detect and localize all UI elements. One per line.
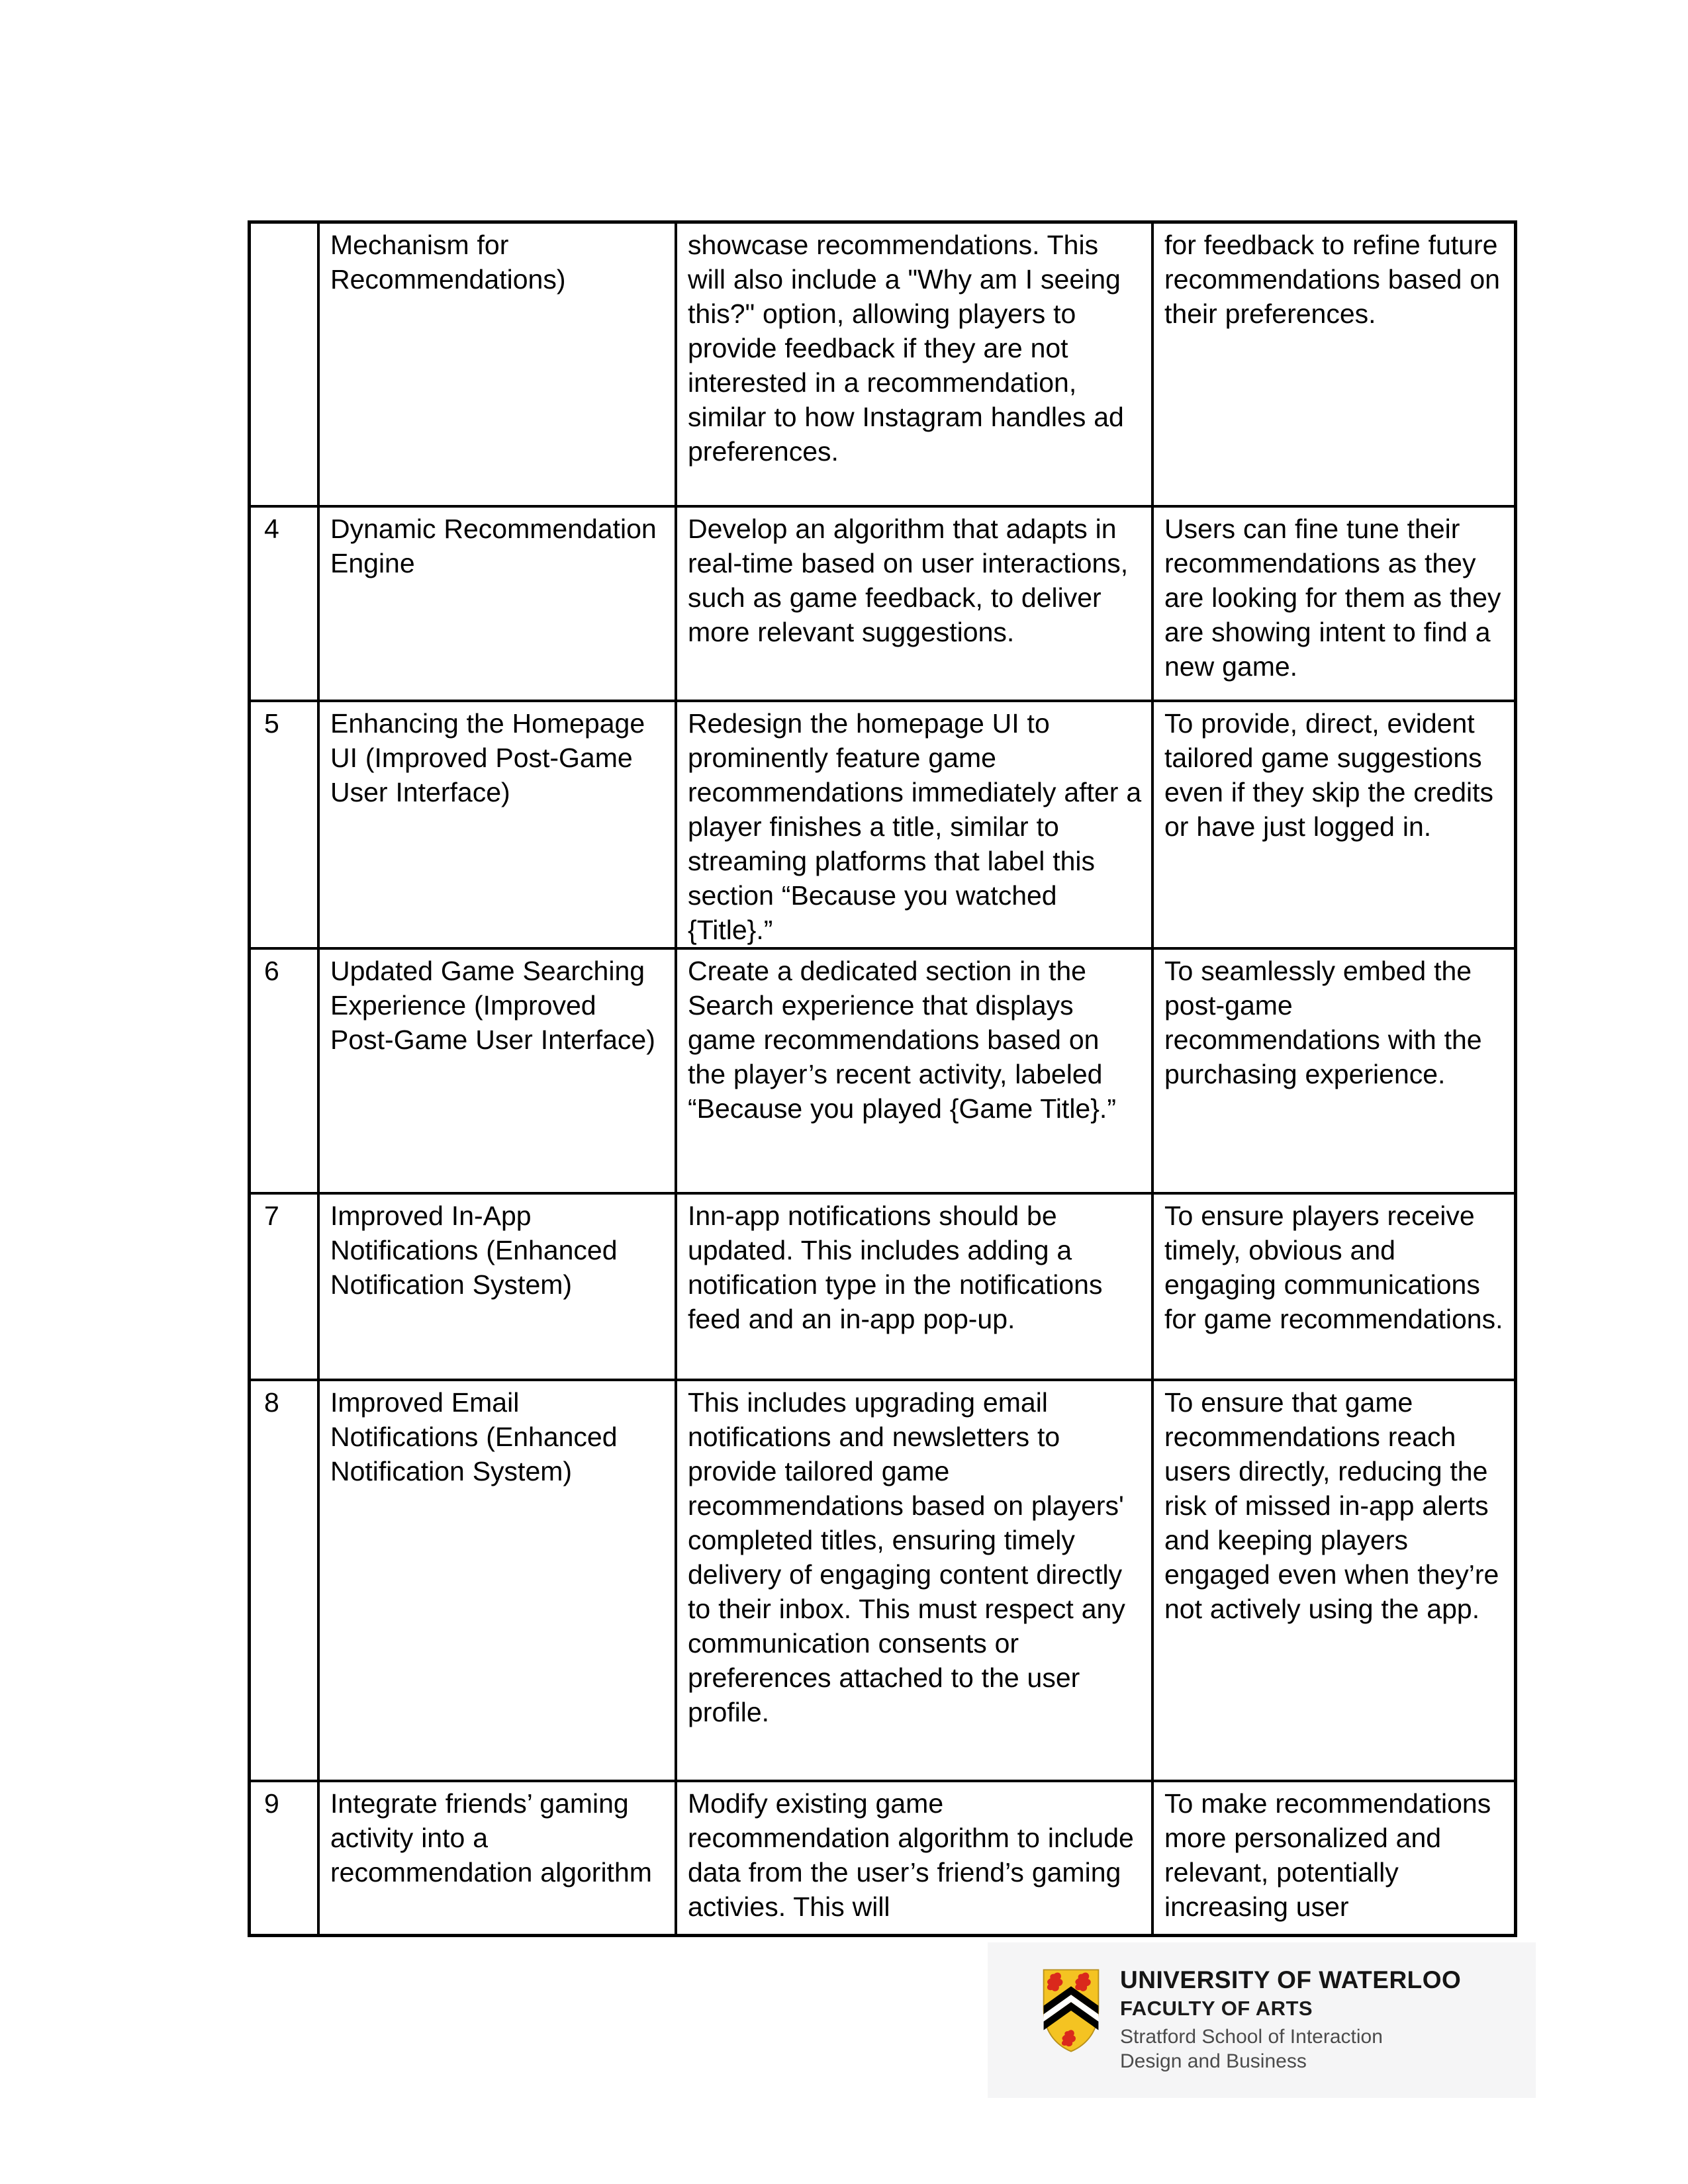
feature-cell: Improved Email Notifications (Enhanced N… <box>320 1381 677 1780</box>
row-number-cell: 9 <box>251 1782 320 1934</box>
logo-school-line2: Design and Business <box>1120 2050 1307 2072</box>
row-number-cell: 7 <box>251 1195 320 1379</box>
feature-cell: Mechanism for Recommendations) <box>320 224 677 505</box>
table-row: 5 Enhancing the Homepage UI (Improved Po… <box>251 702 1514 950</box>
feature-cell: Improved In-App Notifications (Enhanced … <box>320 1195 677 1379</box>
feature-cell: Dynamic Recommendation Engine <box>320 508 677 700</box>
rationale-cell: To make recommendations more personalize… <box>1164 1788 1491 1922</box>
description-cell: Redesign the homepage UI to prominently … <box>677 702 1154 947</box>
table-row: 7 Improved In-App Notifications (Enhance… <box>251 1195 1514 1381</box>
rationale-cell: To provide, direct, evident tailored gam… <box>1164 708 1494 842</box>
rationale-cell: To seamlessly embed the post-game recomm… <box>1164 956 1482 1089</box>
table-row: 8 Improved Email Notifications (Enhanced… <box>251 1381 1514 1782</box>
table-row: 9 Integrate friends’ gaming activity int… <box>251 1782 1514 1934</box>
logo-university-line: UNIVERSITY OF WATERLOO <box>1120 1966 1462 1993</box>
description-cell: Create a dedicated section in the Search… <box>677 950 1154 1192</box>
feature-cell: Updated Game Searching Experience (Impro… <box>320 950 677 1192</box>
row-number-cell: 8 <box>251 1381 320 1780</box>
description-cell: Inn-app notifications should be updated.… <box>677 1195 1154 1379</box>
row-number-cell: 6 <box>251 950 320 1192</box>
row-number-cell <box>251 224 320 505</box>
logo-faculty-line: FACULTY OF ARTS <box>1120 1997 1313 2020</box>
uw-logo-block: UNIVERSITY OF WATERLOO FACULTY OF ARTS S… <box>988 1942 1536 2098</box>
uw-logo-text: UNIVERSITY OF WATERLOO FACULTY OF ARTS S… <box>1120 1966 1461 2073</box>
row-number-cell: 5 <box>251 702 320 947</box>
rationale-cell: Users can fine tune their recommendation… <box>1164 514 1501 682</box>
feature-cell: Integrate friends’ gaming activity into … <box>320 1782 677 1934</box>
table-row: 4 Dynamic Recommendation Engine Develop … <box>251 508 1514 702</box>
requirements-table: Mechanism for Recommendations) showcase … <box>248 220 1517 1937</box>
table-row: 6 Updated Game Searching Experience (Imp… <box>251 950 1514 1195</box>
table-row-continuation: Mechanism for Recommendations) showcase … <box>251 224 1514 508</box>
rationale-cell: To ensure players receive timely, obviou… <box>1164 1201 1503 1334</box>
description-cell: This includes upgrading email notificati… <box>677 1381 1154 1780</box>
row-number-cell: 4 <box>251 508 320 700</box>
logo-school-line1: Stratford School of Interaction <box>1120 2026 1383 2048</box>
uw-shield-icon <box>1043 1969 1100 2052</box>
rationale-cell: for feedback to refine future recommenda… <box>1164 230 1500 329</box>
description-cell: Develop an algorithm that adapts in real… <box>677 508 1154 700</box>
rationale-cell: To ensure that game recommendations reac… <box>1164 1387 1499 1624</box>
description-cell: Modify existing game recommendation algo… <box>677 1782 1154 1934</box>
description-cell: showcase recommendations. This will also… <box>677 224 1154 505</box>
feature-cell: Enhancing the Homepage UI (Improved Post… <box>320 702 677 947</box>
